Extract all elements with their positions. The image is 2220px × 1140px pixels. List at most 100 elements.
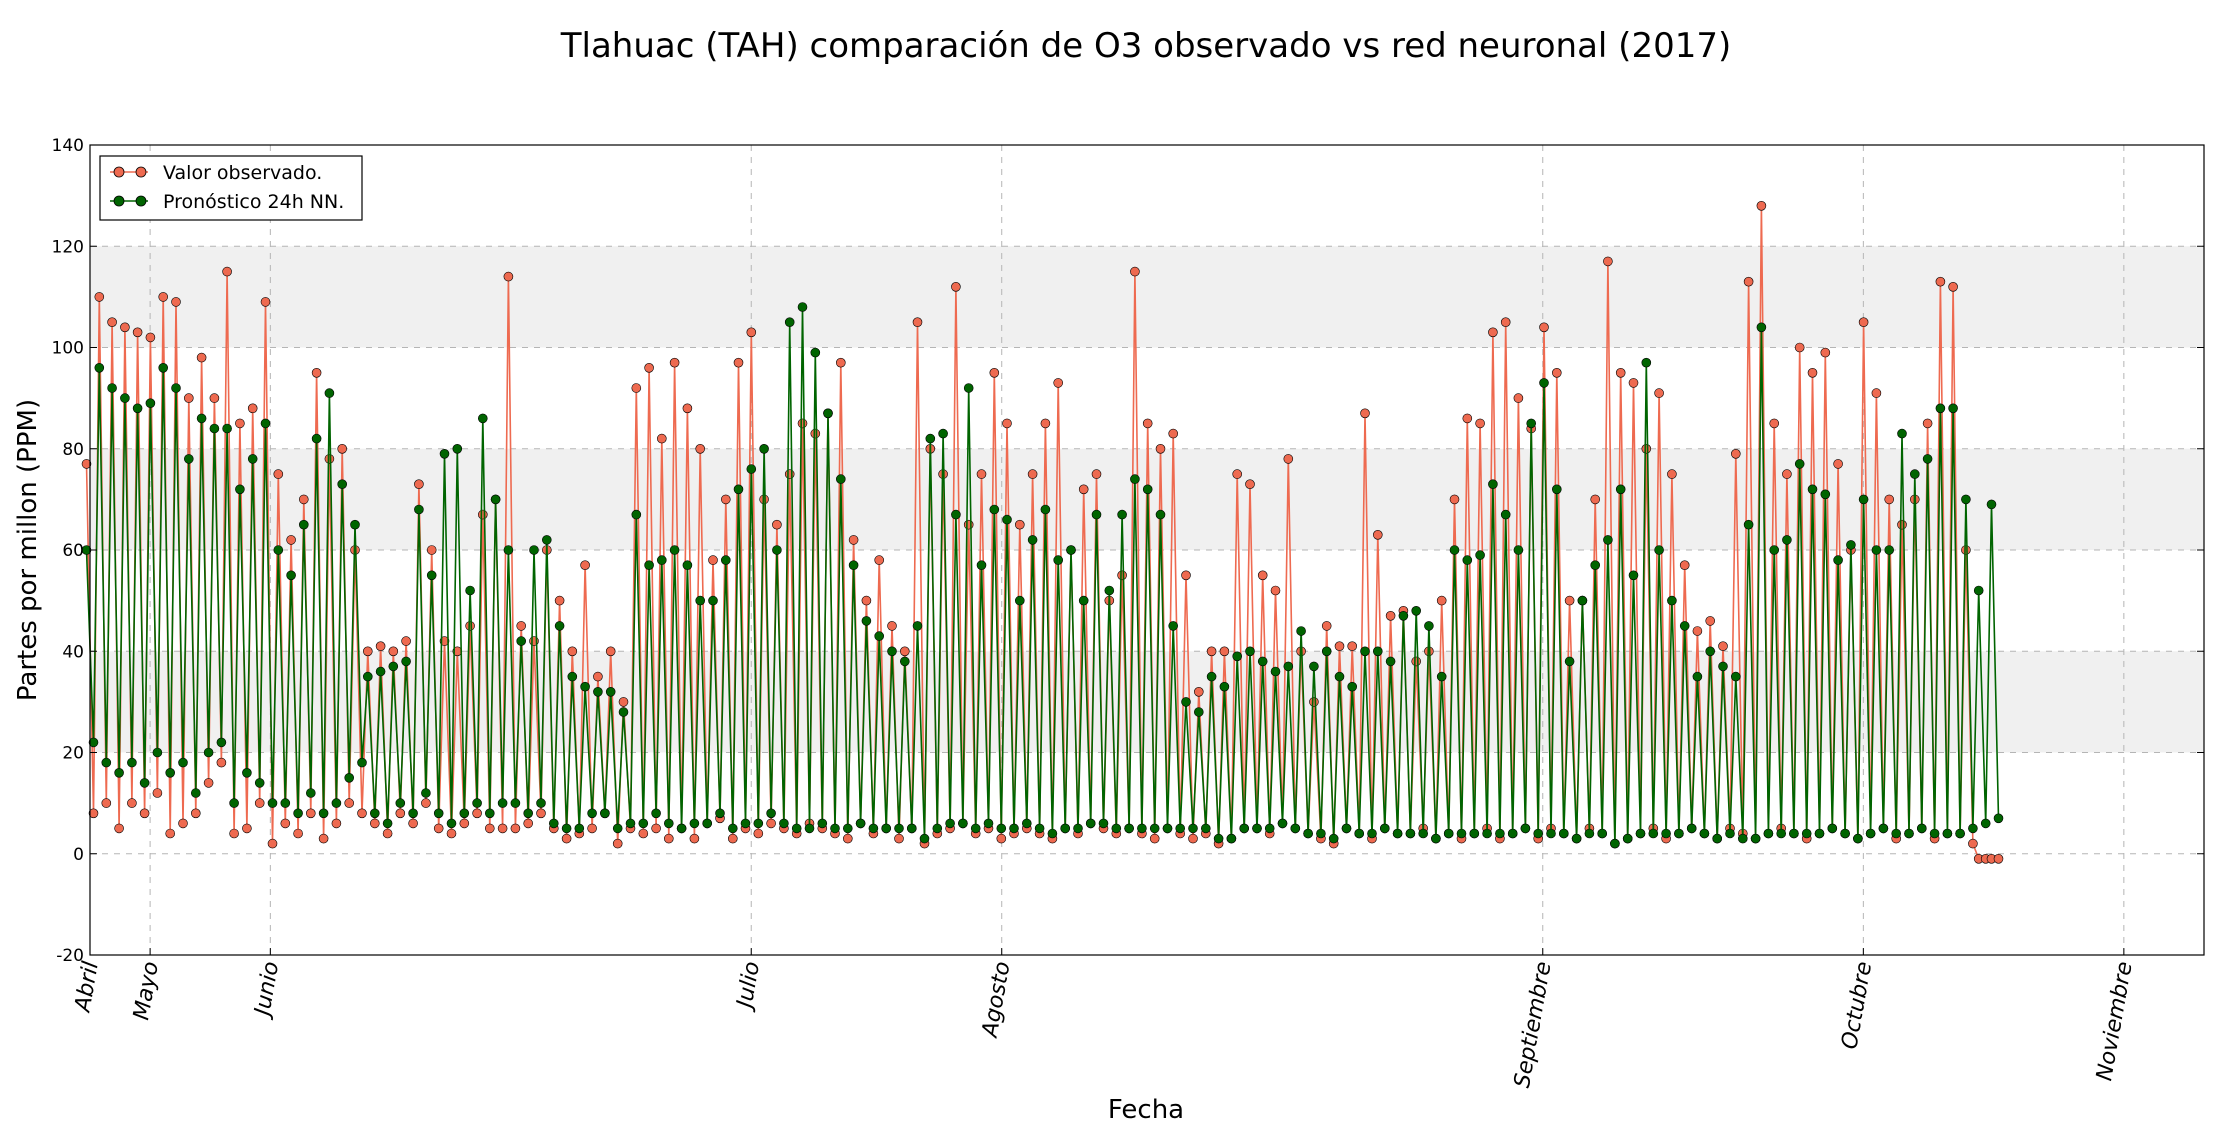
point-1-228: [1539, 378, 1549, 388]
point-0-0: [81, 459, 92, 469]
point-0-65: [497, 823, 508, 834]
point-0-19: [203, 778, 214, 788]
point-1-166: [1142, 484, 1153, 495]
legend: Valor observado. Pronóstico 24h NN.: [99, 155, 363, 221]
point-0-295: [1968, 838, 1978, 849]
point-1-72: [541, 535, 552, 545]
point-1-70: [529, 545, 539, 555]
point-1-291: [1942, 828, 1953, 839]
point-1-251: [1686, 823, 1697, 834]
point-0-266: [1782, 469, 1792, 479]
point-0-80: [593, 671, 603, 682]
point-1-1: [88, 737, 99, 748]
point-0-232: [1564, 595, 1575, 606]
point-1-113: [804, 823, 815, 834]
point-0-294: [1961, 545, 1971, 555]
x-axis-label: Fecha: [1108, 1095, 1184, 1125]
point-1-201: [1367, 828, 1377, 839]
point-0-71: [536, 808, 546, 819]
point-0-288: [1922, 418, 1933, 429]
point-0-79: [587, 823, 597, 834]
point-0-102: [733, 357, 744, 368]
point-1-14: [171, 383, 181, 393]
point-1-147: [1022, 818, 1032, 829]
point-1-173: [1188, 823, 1198, 834]
point-1-265: [1776, 828, 1786, 839]
point-0-47: [382, 828, 393, 839]
y-axis-ticks: -20 0 20 40 60 80 100 120 140: [52, 136, 2204, 966]
point-0-105: [753, 828, 764, 839]
series-forecast: [81, 302, 2004, 849]
point-1-211: [1431, 833, 1441, 844]
point-0-282: [1884, 494, 1894, 505]
point-1-45: [369, 808, 380, 819]
point-1-86: [631, 509, 642, 520]
point-1-96: [695, 595, 706, 606]
point-0-166: [1142, 418, 1153, 429]
point-1-26: [247, 454, 258, 464]
point-1-292: [1948, 403, 1958, 414]
point-1-123: [868, 823, 879, 834]
point-1-111: [791, 823, 802, 834]
point-1-37: [318, 808, 329, 819]
point-1-95: [689, 818, 700, 829]
point-0-292: [1948, 281, 1958, 292]
point-1-48: [388, 661, 399, 672]
point-1-21: [216, 737, 227, 748]
point-1-254: [1705, 646, 1715, 657]
y-axis-label: Partes por millon (PPM): [13, 399, 43, 701]
point-1-31: [280, 798, 291, 808]
point-1-215: [1456, 828, 1467, 839]
point-1-56: [439, 448, 450, 459]
point-1-181: [1239, 823, 1249, 834]
point-1-280: [1871, 545, 1882, 555]
point-1-186: [1270, 666, 1281, 677]
point-1-54: [426, 570, 437, 581]
point-1-159: [1098, 818, 1109, 829]
point-1-258: [1731, 671, 1741, 682]
point-1-214: [1449, 545, 1460, 555]
point-1-250: [1679, 621, 1690, 631]
point-0-108: [772, 519, 782, 530]
point-1-23: [229, 798, 239, 808]
point-0-119: [842, 833, 853, 844]
point-1-91: [663, 818, 674, 829]
legend-marker-observed-2: [135, 166, 147, 178]
point-1-259: [1738, 833, 1748, 844]
point-1-8: [132, 403, 143, 414]
point-1-67: [510, 798, 521, 808]
point-0-167: [1149, 833, 1160, 844]
point-1-75: [561, 823, 572, 834]
point-0-13: [165, 828, 175, 839]
xtick-label-Noviembre: Noviembre: [2092, 960, 2138, 1083]
ytick-label-100: 100: [52, 339, 84, 359]
point-0-22: [222, 266, 232, 277]
point-1-24: [235, 484, 245, 495]
point-0-20: [209, 393, 220, 403]
point-0-44: [362, 646, 373, 657]
point-1-129: [906, 823, 917, 834]
point-1-9: [139, 778, 150, 788]
point-1-51: [408, 808, 418, 819]
point-1-33: [293, 808, 303, 819]
point-0-45: [369, 818, 380, 829]
point-1-30: [273, 545, 284, 555]
point-0-68: [516, 621, 527, 631]
point-1-271: [1814, 828, 1825, 839]
point-1-285: [1904, 828, 1914, 839]
x-axis-ticks: Abril Mayo Junio Julio Agosto Septiembre Octub…: [70, 948, 2138, 1090]
point-0-63: [484, 823, 495, 834]
point-1-205: [1392, 828, 1403, 839]
point-1-32: [286, 570, 296, 581]
point-1-263: [1763, 828, 1774, 839]
point-1-20: [209, 423, 220, 434]
point-1-22: [222, 423, 232, 434]
point-0-143: [996, 833, 1007, 844]
point-1-276: [1846, 540, 1856, 550]
point-1-157: [1085, 818, 1096, 829]
point-0-55: [433, 823, 444, 834]
point-0-138: [963, 519, 974, 530]
point-1-158: [1091, 509, 1102, 520]
point-1-141: [983, 818, 994, 829]
point-0-214: [1449, 494, 1460, 505]
